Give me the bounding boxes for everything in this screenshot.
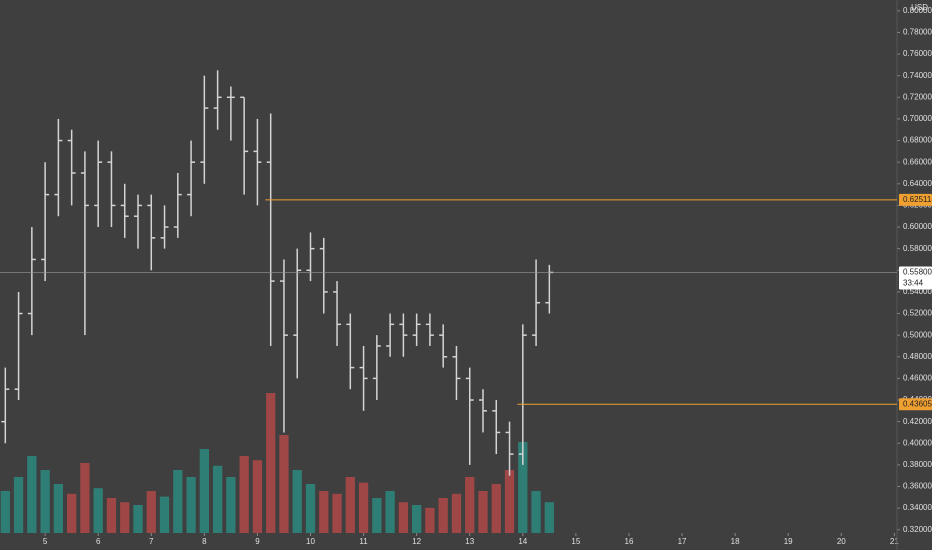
last-price-label: 0.558001 <box>903 268 932 277</box>
x-tick-label: 15 <box>571 537 580 546</box>
volume-bar <box>252 460 263 533</box>
volume-bar <box>438 498 448 533</box>
level-label-box <box>899 398 932 411</box>
volume-bar <box>491 484 501 533</box>
volume-bar <box>478 491 488 533</box>
volume-bar <box>212 465 223 533</box>
volume-bar <box>279 435 289 533</box>
x-tick-label: 9 <box>255 537 260 546</box>
volume-bar <box>159 496 170 533</box>
volume-bar <box>319 491 329 533</box>
volume-bar <box>292 470 302 533</box>
x-tick-label: 17 <box>678 537 687 546</box>
volume-bar <box>531 491 541 533</box>
volume-bar <box>451 493 462 533</box>
volume-bar <box>345 477 355 533</box>
y-tick-label: 0.800000 <box>903 6 932 15</box>
x-tick-label: 18 <box>731 537 740 546</box>
level-label: 0.625114 <box>903 195 932 204</box>
x-tick-label: 13 <box>465 537 474 546</box>
last-price-box <box>899 266 932 290</box>
volume-bar <box>518 442 528 533</box>
volume-bar <box>465 477 475 533</box>
volume-bar <box>239 456 249 533</box>
volume-bar <box>186 477 196 533</box>
volume-bar <box>40 470 50 533</box>
currency-label: USD <box>911 3 928 12</box>
volume-bar <box>372 498 382 533</box>
x-tick-label: 5 <box>43 537 48 546</box>
volume-bar <box>27 456 37 533</box>
volume-bar <box>226 477 236 533</box>
volume-bar <box>173 470 183 533</box>
volume-bar <box>332 493 342 533</box>
volume-bar <box>412 505 422 533</box>
volume-bar <box>0 491 10 533</box>
x-tick-label: 7 <box>149 537 154 546</box>
volume-bar <box>133 505 143 533</box>
volume-bar <box>53 484 64 533</box>
volume-bar <box>80 463 90 533</box>
countdown-label: 33:44 <box>903 279 924 288</box>
volume-bar <box>398 502 409 533</box>
x-tick-label: 6 <box>96 537 101 546</box>
volume-bar <box>544 502 554 533</box>
x-tick-label: 21 <box>890 537 899 546</box>
volume-bar <box>425 507 435 533</box>
x-tick-label: 8 <box>202 537 207 546</box>
x-tick-label: 16 <box>625 537 634 546</box>
volume-bar <box>120 502 130 533</box>
x-tick-label: 10 <box>306 537 315 546</box>
volume-bar <box>385 491 395 533</box>
volume-bar <box>106 498 117 533</box>
volume-bar <box>199 449 209 533</box>
volume-bar <box>266 393 276 533</box>
x-tick-label: 19 <box>784 537 793 546</box>
volume-bar <box>305 484 316 533</box>
x-tick-label: 11 <box>359 537 368 546</box>
volume-bar <box>67 493 77 533</box>
x-tick-label: 12 <box>412 537 421 546</box>
volume-bar <box>93 488 103 533</box>
x-tick-label: 14 <box>518 537 527 546</box>
volume-bar <box>146 491 156 533</box>
volume-bar <box>504 470 515 533</box>
level-label: 0.436052 <box>903 399 932 408</box>
x-tick-label: 20 <box>837 537 846 546</box>
volume-bar <box>358 482 369 533</box>
volume-bar <box>13 477 24 533</box>
level-label-box <box>899 193 932 206</box>
